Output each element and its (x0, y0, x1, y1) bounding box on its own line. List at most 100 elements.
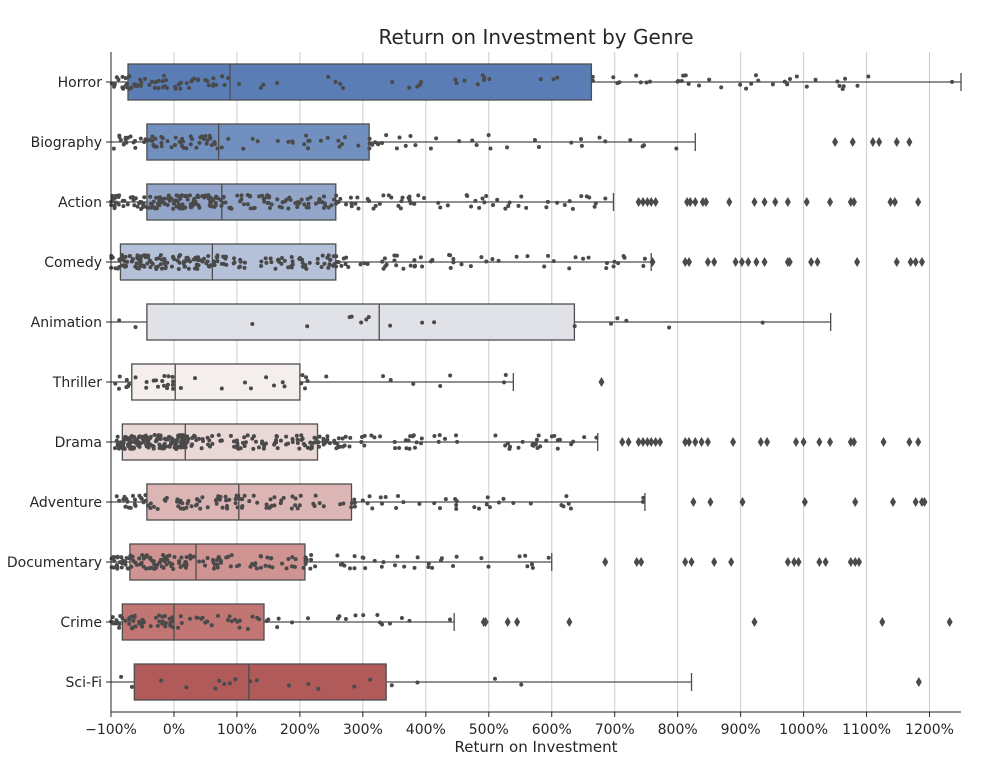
data-point (133, 196, 138, 201)
data-point (152, 85, 157, 90)
data-point (503, 443, 508, 448)
data-point (196, 203, 201, 208)
data-point (392, 439, 397, 444)
data-point (147, 82, 152, 87)
data-point (213, 195, 218, 200)
x-tick-label: 1000% (779, 722, 828, 738)
data-point (160, 553, 165, 558)
data-point (213, 498, 218, 503)
data-point (131, 618, 136, 623)
data-point (290, 620, 295, 625)
outlier-marker (739, 497, 746, 507)
data-point (203, 77, 208, 82)
outlier-marker (915, 197, 922, 207)
x-tick-label: 500% (469, 722, 509, 738)
data-point (503, 206, 508, 211)
data-point (274, 434, 279, 439)
data-point (170, 625, 175, 630)
data-point (200, 194, 205, 198)
data-point (375, 613, 380, 618)
data-point (113, 193, 118, 198)
outlier-marker (880, 437, 887, 447)
data-point (804, 84, 809, 89)
data-point (386, 193, 391, 198)
outlier-marker (801, 497, 808, 507)
data-point (146, 503, 151, 508)
data-point (269, 202, 274, 207)
outlier-marker (757, 437, 764, 447)
outlier-marker (514, 617, 521, 627)
data-point (454, 81, 459, 86)
data-point (235, 564, 240, 569)
data-point (211, 558, 216, 563)
data-point (115, 554, 120, 559)
data-point (132, 445, 137, 450)
data-point (183, 441, 188, 446)
data-point (334, 193, 339, 198)
outlier-marker (640, 437, 647, 447)
data-point (367, 136, 372, 141)
data-point (258, 85, 263, 90)
x-tick-label: 300% (343, 722, 383, 738)
outlier-marker (633, 557, 640, 567)
outlier-marker (772, 197, 779, 207)
data-point (208, 204, 213, 209)
data-point (367, 494, 372, 499)
data-point (178, 86, 183, 91)
data-point (184, 194, 189, 199)
data-point (344, 255, 349, 260)
data-point (529, 562, 534, 567)
data-point (159, 266, 164, 271)
data-point (148, 201, 153, 206)
data-point (110, 197, 115, 202)
data-point (161, 383, 166, 388)
data-point (316, 440, 321, 445)
x-tick-label: 900% (721, 722, 761, 738)
data-point (327, 441, 332, 446)
data-point (151, 504, 156, 509)
data-point (756, 78, 761, 83)
data-point (255, 500, 260, 505)
data-point (193, 503, 198, 508)
data-point (235, 443, 240, 448)
data-point (269, 260, 274, 265)
data-point (189, 504, 194, 509)
data-point (160, 614, 165, 619)
data-point (545, 199, 550, 204)
data-point (133, 375, 138, 380)
outlier-marker (652, 437, 659, 447)
data-point (493, 433, 498, 438)
data-point (299, 437, 304, 442)
data-point (173, 443, 178, 448)
data-point (506, 203, 511, 208)
data-point (408, 133, 413, 138)
data-point (377, 201, 382, 206)
y-tick-label: Horror (58, 75, 103, 91)
data-point (165, 202, 170, 207)
data-point (496, 258, 501, 263)
data-point (153, 615, 158, 620)
data-point (359, 440, 364, 445)
outliers (480, 617, 953, 627)
outlier-marker (850, 197, 857, 207)
data-point (297, 503, 302, 508)
data-point (454, 499, 459, 504)
data-point (388, 323, 393, 328)
data-point (523, 553, 528, 558)
data-point (303, 263, 308, 268)
data-point (347, 566, 352, 571)
x-tick-label: 1100% (842, 722, 891, 738)
data-point (127, 556, 132, 561)
data-point (407, 618, 412, 623)
data-point (151, 444, 156, 449)
data-point (181, 261, 186, 266)
data-point (218, 438, 223, 443)
data-point (178, 253, 183, 258)
outlier-marker (692, 437, 699, 447)
strip-points (111, 133, 679, 151)
data-point (133, 264, 138, 269)
data-point (352, 554, 357, 559)
data-point (472, 505, 477, 510)
data-point (393, 563, 398, 568)
data-point (389, 683, 394, 688)
